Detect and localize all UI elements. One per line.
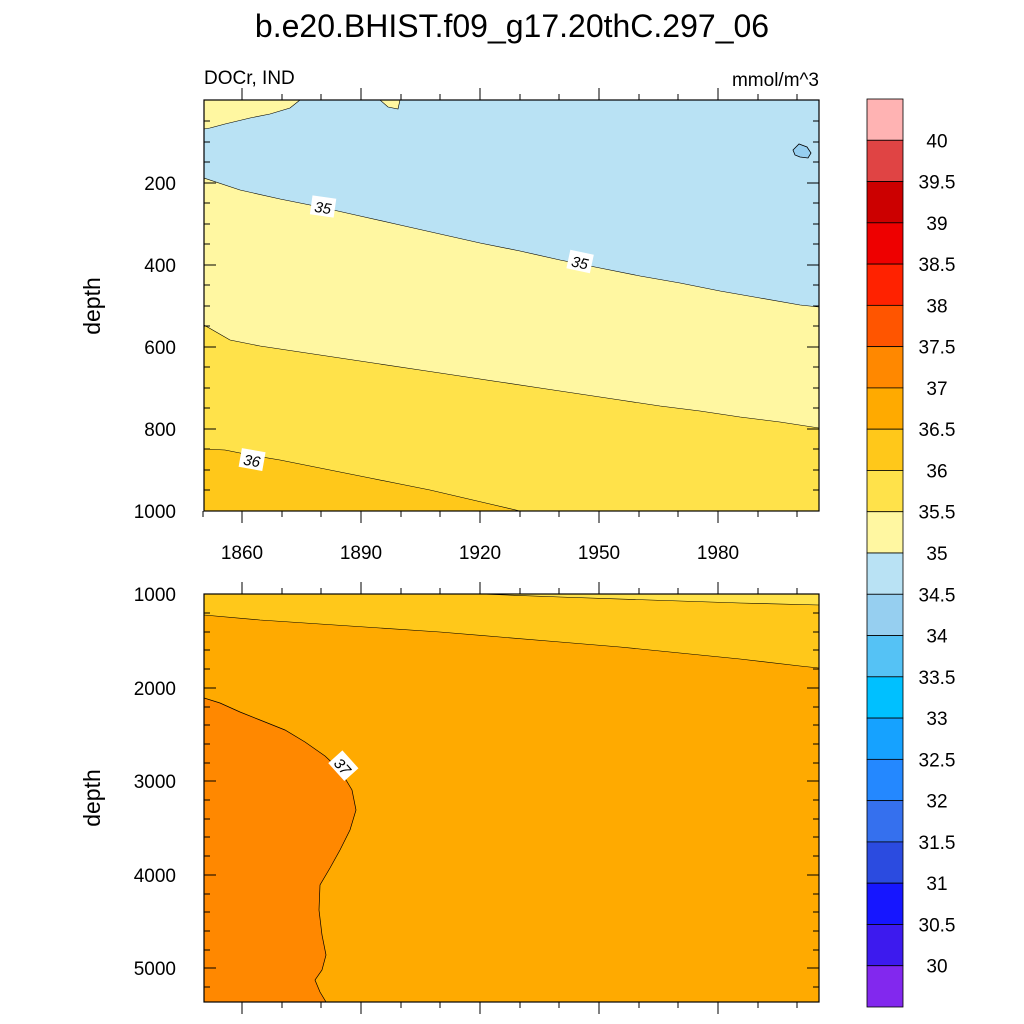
colorbar-box-20 (866, 924, 904, 967)
colorbar-label-30.5: 30.5 (919, 915, 956, 936)
upper-contour-label-3: 36 (238, 448, 266, 472)
colorbar-label-36.5: 36.5 (919, 420, 956, 441)
colorbar-label-40: 40 (926, 131, 947, 152)
region-upper-34.5-35 (204, 100, 819, 308)
upper-ticks (202, 88, 819, 523)
upper-contour-label-3-text: 36 (242, 452, 262, 472)
colorbar-box-17 (866, 800, 904, 843)
colorbar-box-3 (866, 222, 904, 265)
colorbar-box-11 (866, 552, 904, 595)
x-tick-label-1980: 1980 (697, 543, 739, 564)
colorbar-box-0 (866, 98, 904, 141)
subtitle-left: DOCr, IND (204, 68, 295, 89)
colorbar-label-37: 37 (926, 379, 947, 400)
upper-y-tick-label-1000: 1000 (134, 502, 176, 523)
colorbar-label-31: 31 (926, 874, 947, 895)
colorbar-label-35.5: 35.5 (919, 503, 956, 524)
colorbar-label-32: 32 (926, 792, 947, 813)
colorbar-label-35: 35 (926, 544, 947, 565)
upper-contour-label-2: 35 (566, 249, 594, 274)
lower-y-tick-label-5000: 5000 (134, 959, 176, 980)
colorbar-label-33: 33 (926, 709, 947, 730)
colorbar-box-9 (866, 470, 904, 513)
colorbar-box-12 (866, 593, 904, 636)
colorbar-label-38: 38 (926, 296, 947, 317)
colorbar-label-39.5: 39.5 (919, 173, 956, 194)
colorbar-label-37.5: 37.5 (919, 338, 956, 359)
lower-panel (204, 594, 819, 1002)
colorbar-box-8 (866, 428, 904, 471)
chart-title: b.e20.BHIST.f09_g17.20thC.297_06 (255, 8, 769, 44)
x-tick-label-1890: 1890 (340, 543, 382, 564)
colorbar-box-19 (866, 882, 904, 925)
lower-y-tick-label-1000: 1000 (134, 585, 176, 606)
colorbar-box-21 (866, 965, 904, 1008)
x-tick-label-1920: 1920 (459, 543, 501, 564)
colorbar-box-7 (866, 387, 904, 430)
upper-y-tick-label-200: 200 (144, 174, 176, 195)
colorbar-label-32.5: 32.5 (919, 750, 956, 771)
colorbar-box-5 (866, 304, 904, 348)
colorbar-label-34: 34 (926, 627, 948, 648)
colorbar-box-10 (866, 511, 904, 554)
lower-y-tick-label-4000: 4000 (134, 866, 176, 887)
colorbar-box-15 (866, 717, 904, 760)
x-tick-label-1860: 1860 (221, 543, 263, 564)
colorbar: 40 39.5 39 38.5 38 37.5 37 36.5 36 35.5 35 34.5 34 33… (866, 98, 956, 1008)
patch-upper-small (792, 143, 812, 159)
colorbar-box-18 (866, 841, 904, 884)
colorbar-box-16 (866, 758, 904, 802)
lower-frame (203, 593, 820, 1003)
subtitle-right: mmol/m^3 (732, 70, 819, 91)
colorbar-box-6 (866, 346, 904, 389)
colorbar-label-33.5: 33.5 (919, 668, 956, 689)
lower-ylabel: depth (79, 769, 105, 827)
upper-panel (204, 100, 819, 511)
upper-contour-label-1-text: 35 (313, 199, 333, 218)
colorbar-box-13 (866, 635, 904, 678)
colorbar-label-39: 39 (926, 214, 947, 235)
colorbar-box-4 (866, 263, 904, 306)
upper-y-tick-label-400: 400 (144, 256, 176, 277)
colorbar-label-30: 30 (926, 957, 947, 978)
upper-ylabel: depth (79, 277, 105, 335)
upper-y-tick-label-800: 800 (144, 420, 176, 441)
region-lower-37-37.5 (204, 697, 357, 1002)
lower-y-tick-label-2000: 2000 (134, 679, 176, 700)
lower-ticks (204, 582, 819, 1014)
upper-contour-label-2-text: 35 (570, 253, 590, 273)
colorbar-label-31.5: 31.5 (919, 833, 956, 854)
colorbar-label-34.5: 34.5 (919, 585, 956, 606)
region-lower-36.5-37 (204, 614, 819, 1002)
colorbar-box-2 (866, 181, 904, 224)
lower-y-tick-label-3000: 3000 (134, 772, 176, 793)
colorbar-label-38.5: 38.5 (919, 255, 956, 276)
colorbar-box-1 (866, 139, 904, 182)
colorbar-label-36: 36 (926, 461, 947, 482)
upper-y-tick-label-600: 600 (144, 338, 176, 359)
upper-contour-label-1: 35 (309, 195, 337, 218)
x-tick-label-1950: 1950 (578, 543, 620, 564)
colorbar-box-14 (866, 676, 904, 719)
